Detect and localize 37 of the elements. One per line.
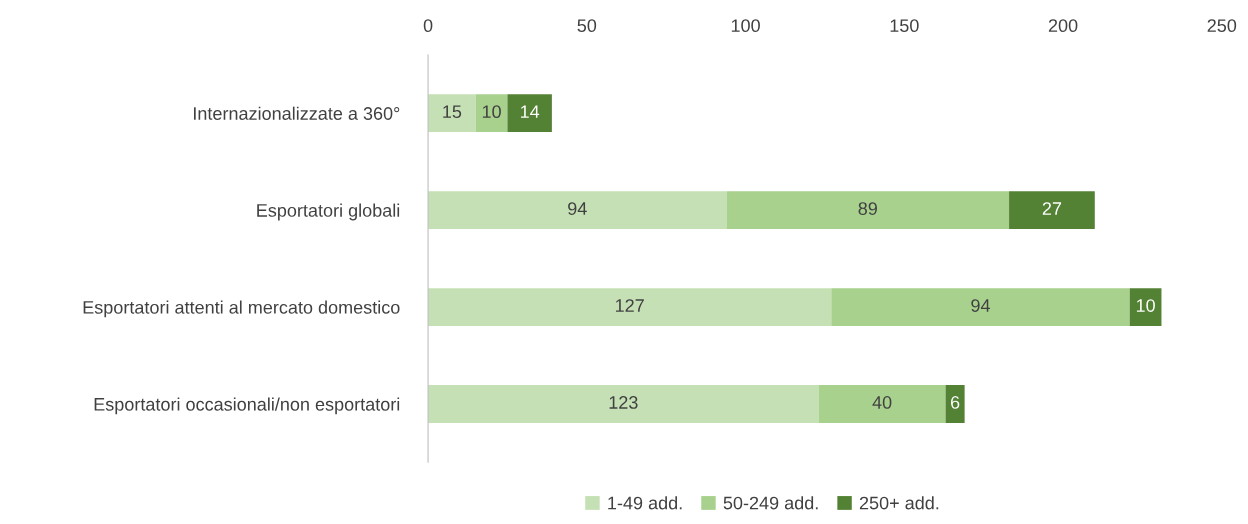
y-tick-label: Internazionalizzate a 360° (194, 106, 400, 120)
y-tick-label: Esportatori globali (257, 203, 400, 221)
bar (726, 191, 1010, 230)
data-label: 10 (1136, 299, 1155, 312)
legend-label: 50-249 add. (723, 496, 818, 510)
legend-label: 250+ add. (859, 496, 939, 510)
bar (428, 288, 832, 326)
data-label: 40 (872, 396, 892, 409)
data-label: 94 (568, 202, 587, 215)
x-tick-label: 150 (890, 19, 919, 33)
data-label: 10 (482, 105, 501, 119)
data-label: 127 (615, 299, 644, 312)
data-label: 27 (1042, 202, 1062, 215)
bar (831, 288, 1130, 326)
legend-label: 1-49 add. (608, 496, 682, 510)
bar (428, 385, 819, 423)
x-tick-label: 100 (731, 19, 760, 33)
data-label: 6 (951, 396, 960, 409)
bar (945, 385, 965, 423)
data-label: 123 (609, 396, 638, 409)
x-tick-label: 200 (1048, 19, 1078, 33)
data-label: 14 (521, 105, 540, 118)
x-tick-label: 250 (1207, 19, 1237, 33)
bar (475, 94, 508, 133)
data-label: 94 (971, 299, 991, 312)
bar (428, 94, 476, 133)
y-tick-label: Esportatori occasionali/non esportatori (94, 397, 400, 415)
bar (818, 385, 946, 423)
bar (1129, 288, 1162, 326)
bar (507, 94, 552, 133)
data-label: 89 (858, 202, 877, 215)
bar (1009, 191, 1095, 230)
bar (428, 191, 727, 230)
x-tick-label: 0 (423, 19, 433, 33)
y-tick-label: Esportatori attenti al mercato domestico (83, 300, 400, 318)
data-label: 15 (443, 105, 462, 119)
x-tick-label: 50 (577, 19, 597, 33)
